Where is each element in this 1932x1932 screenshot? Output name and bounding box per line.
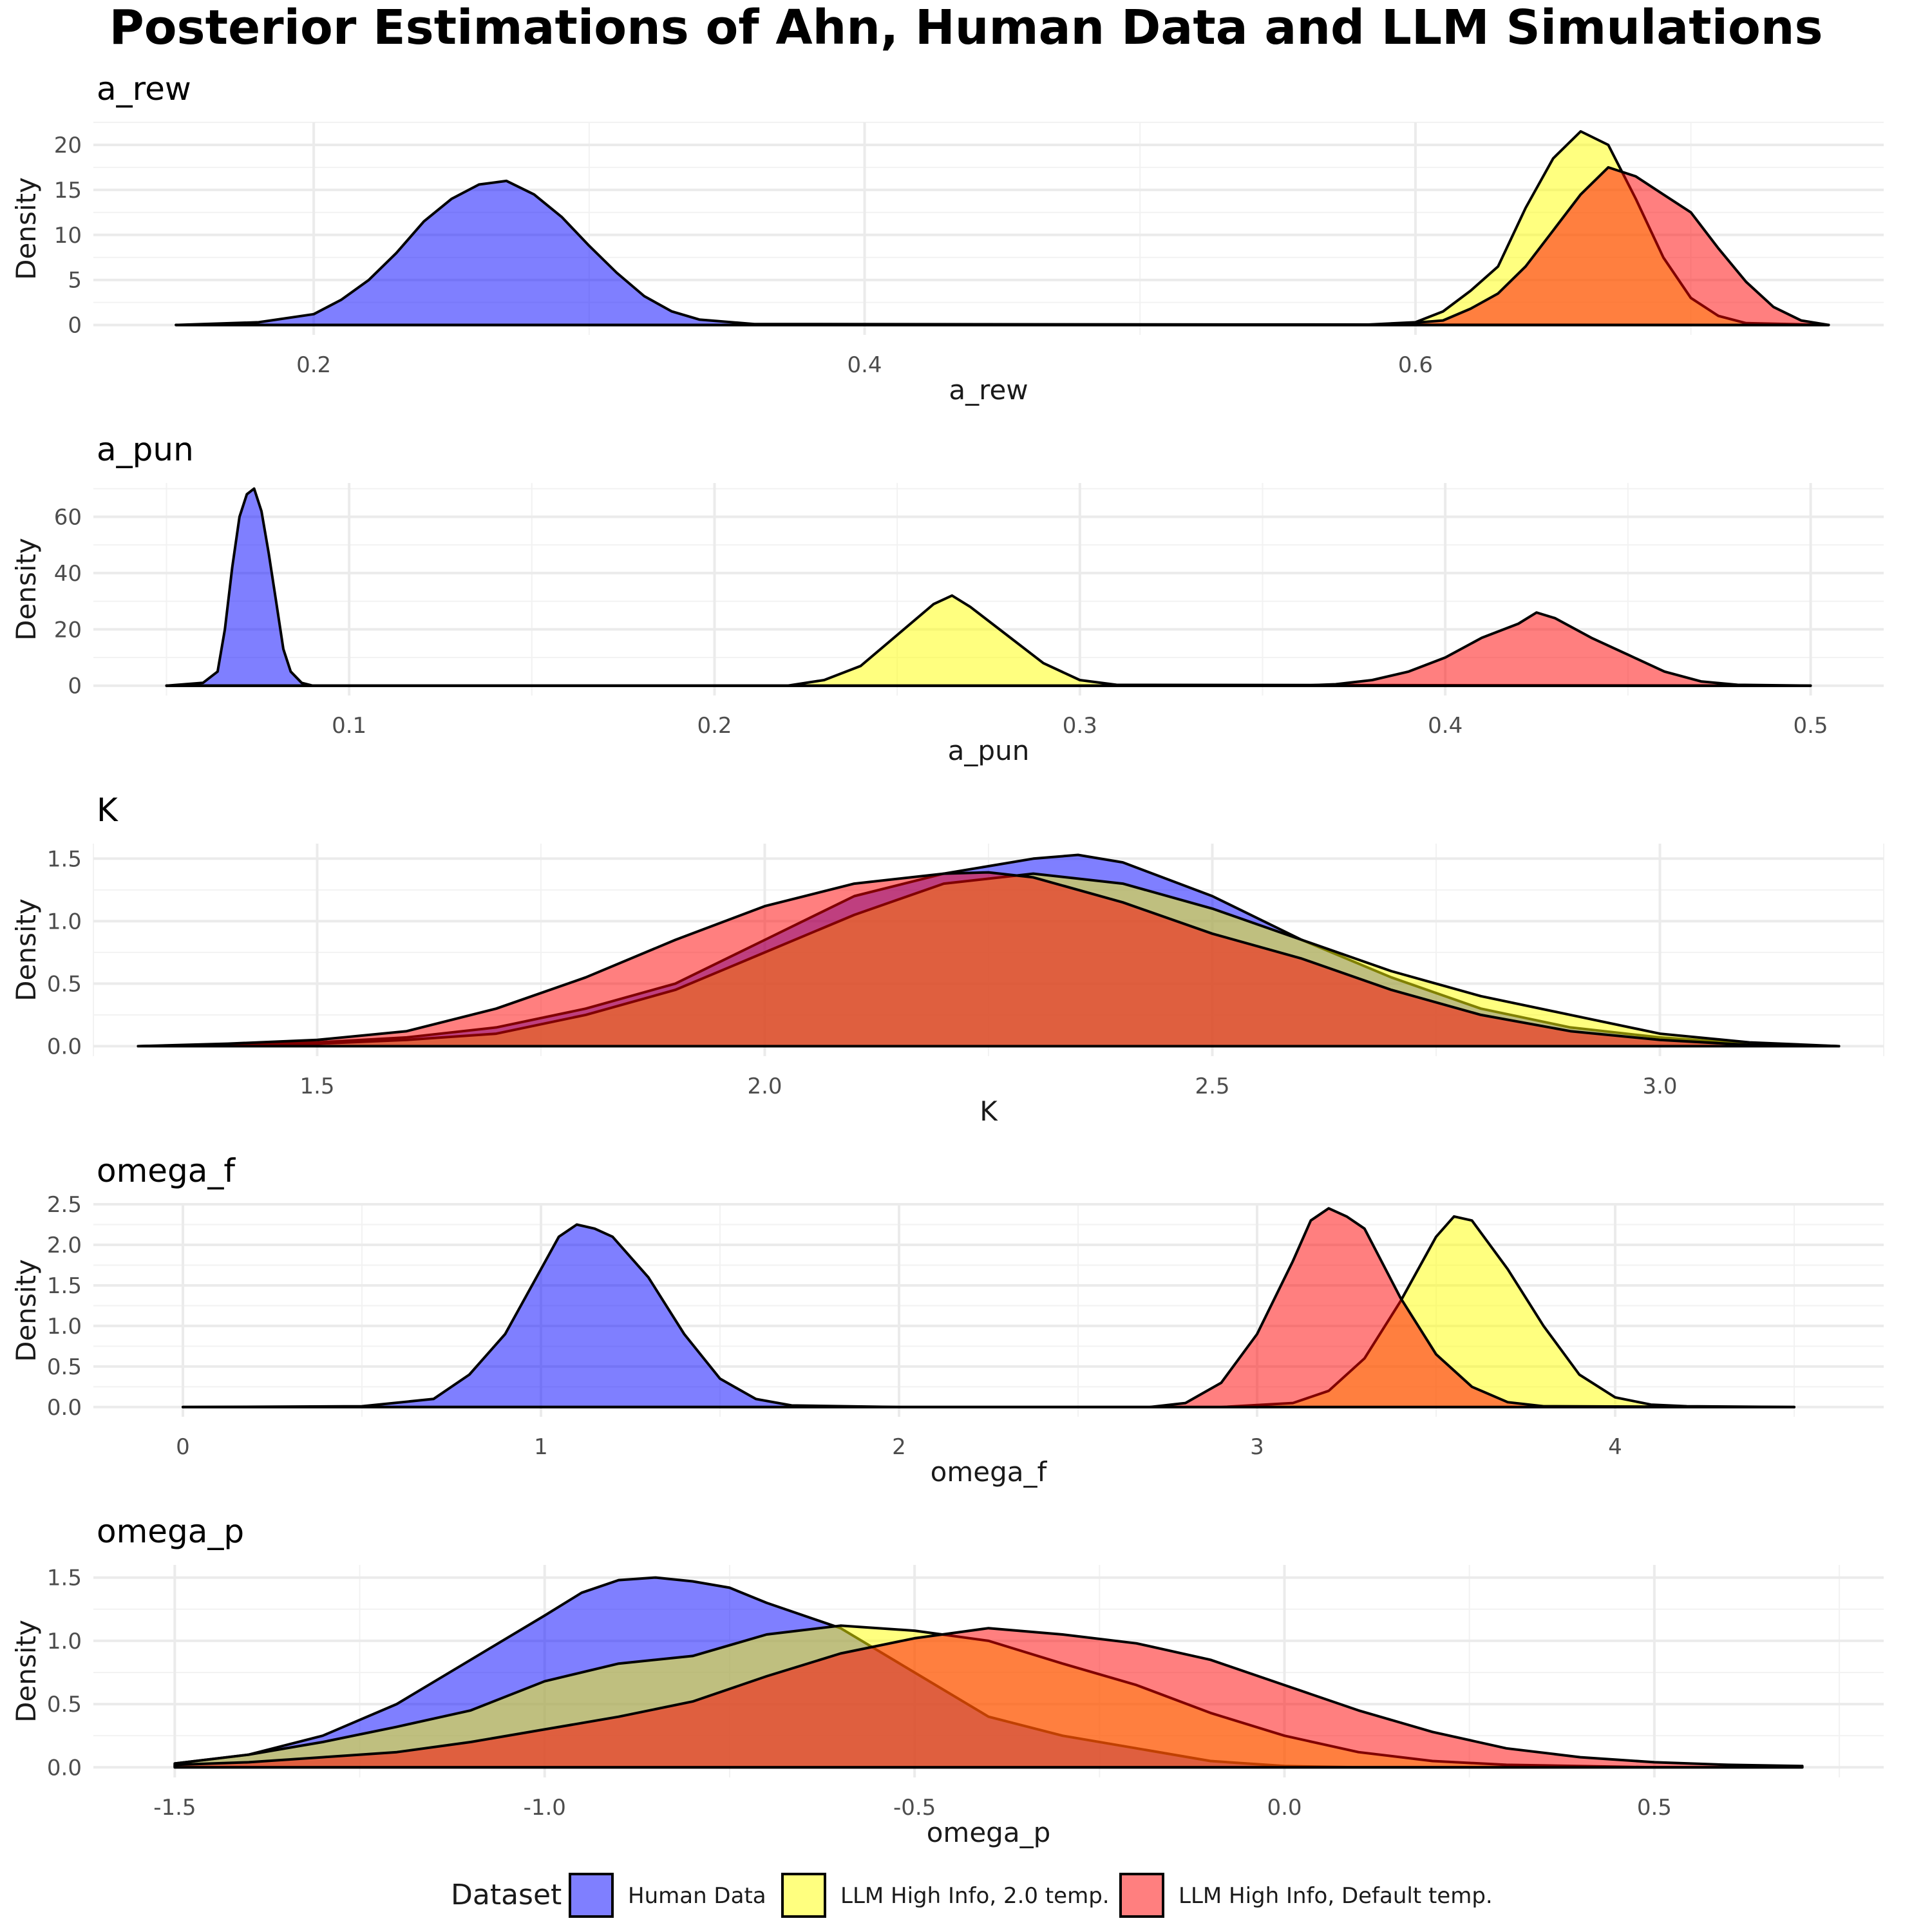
x-tick-label: 0.2 (697, 713, 732, 739)
x-tick-label: 3 (1250, 1434, 1264, 1460)
panel-title: a_pun (97, 431, 194, 468)
panel-title: a_rew (97, 70, 191, 108)
legend-item: Human Data (569, 1873, 766, 1918)
legend-key (1119, 1873, 1164, 1918)
y-axis-label: Density (10, 898, 42, 1001)
x-tick-label: 2 (892, 1434, 906, 1460)
legend-item: LLM High Info, 2.0 temp. (781, 1873, 1110, 1918)
y-tick-label: 0.5 (47, 1692, 82, 1718)
chart-title: Posterior Estimations of Ahn, Human Data… (109, 0, 1823, 55)
legend-label: Human Data (628, 1883, 766, 1909)
y-axis-label: Density (10, 177, 42, 280)
y-tick-label: 1.5 (47, 1566, 82, 1591)
panel-title: omega_p (97, 1513, 244, 1550)
x-axis-label: K (980, 1095, 998, 1127)
y-tick-label: 10 (54, 223, 82, 249)
y-axis-label: Density (10, 1620, 42, 1723)
legend-label: LLM High Info, 2.0 temp. (840, 1883, 1110, 1909)
y-tick-label: 1.0 (47, 1314, 82, 1340)
density-human-data (165, 487, 1812, 687)
x-tick-label: 0.5 (1637, 1795, 1672, 1821)
panel-omega-p: -1.5 -1.0 -0.5 0.0 0.50.00.51.01.5omega_pome… (10, 1513, 1884, 1848)
density-llm-high-info-default-temp (182, 1207, 1795, 1408)
y-tick-label: 0.5 (47, 971, 82, 997)
x-tick-label: -1.5 (153, 1795, 196, 1821)
x-axis-label: omega_f (931, 1456, 1048, 1488)
y-tick-label: 15 (54, 178, 82, 204)
panel-K: 1.5 2.0 2.5 3.0 0.0 0.5 1.0 1.5 K K Density (10, 791, 1884, 1127)
legend-item: LLM High Info, Default temp. (1119, 1873, 1493, 1918)
density-llm-high-info-default-temp (173, 1627, 1804, 1769)
y-tick-label: 1.5 (47, 1273, 82, 1299)
legend-label: LLM High Info, Default temp. (1179, 1883, 1493, 1909)
x-tick-label: 0 (176, 1434, 190, 1460)
density-human-data (175, 179, 1830, 327)
y-tick-label: 1.5 (47, 846, 82, 872)
panel-title: K (97, 791, 118, 829)
y-tick-label: 5 (68, 268, 82, 294)
y-tick-label: 0.0 (47, 1755, 82, 1781)
x-tick-label: 3.0 (1642, 1074, 1677, 1099)
x-tick-label: 0.1 (332, 713, 366, 739)
x-tick-label: 0.4 (847, 352, 882, 378)
x-tick-label: 0.0 (1267, 1795, 1302, 1821)
x-axis-label: a_pun (948, 735, 1030, 766)
density-llm-high-info-default-temp (137, 871, 1841, 1048)
x-axis-label: a_rew (949, 374, 1028, 406)
legend-key (569, 1873, 614, 1918)
y-axis-label: Density (10, 1259, 42, 1362)
y-tick-label: 0.5 (47, 1354, 82, 1380)
x-axis-label: omega_p (927, 1817, 1051, 1848)
y-tick-label: 0.0 (47, 1395, 82, 1421)
x-tick-label: 4 (1608, 1434, 1622, 1460)
x-tick-label: 0.2 (296, 352, 331, 378)
x-tick-label: 0.5 (1793, 713, 1828, 739)
x-tick-label: 2.0 (747, 1074, 782, 1099)
x-tick-label: 0.6 (1398, 352, 1433, 378)
y-tick-label: 2.0 (47, 1233, 82, 1258)
y-tick-label: 1.0 (47, 1629, 82, 1654)
y-tick-label: 0 (68, 313, 82, 339)
y-tick-label: 40 (54, 561, 82, 587)
panel-omega-f: 0 1 2 3 4 0.0 0.5 1.0 1.5 2.0 2.5 omega_f omega_f Den… (10, 1152, 1884, 1488)
y-tick-label: 0.0 (47, 1034, 82, 1059)
panel-title: omega_f (97, 1152, 236, 1189)
legend-title: Dataset (451, 1879, 562, 1911)
y-tick-label: 2.5 (47, 1192, 82, 1218)
x-tick-label: 0.4 (1428, 713, 1463, 739)
x-tick-label: -0.5 (893, 1795, 936, 1821)
y-tick-label: 0 (68, 674, 82, 699)
y-tick-label: 60 (54, 504, 82, 530)
panel-a-pun: 0.1 0.2 0.3 0.4 0.5 0 20 40 60 a_pun a_pun Density (10, 431, 1884, 766)
y-tick-label: 20 (54, 133, 82, 158)
y-tick-label: 1.0 (47, 909, 82, 934)
x-tick-label: -1.0 (524, 1795, 566, 1821)
x-tick-label: 1.5 (299, 1074, 334, 1099)
density-llm-high-info-default-temp (165, 611, 1812, 687)
legend: Dataset Human Data LLM High Info, 2.0 temp… (451, 1873, 1493, 1918)
density-llm-high-info-2-0-temp (165, 594, 1812, 687)
density-llm-high-info-default-temp (175, 166, 1830, 327)
density-human-data (182, 1223, 1795, 1408)
y-tick-label: 20 (54, 617, 82, 643)
panel-a-rew: 0.2 0.4 0.6 0 5 10 15 20 a_rew a_rew Density (10, 70, 1884, 406)
x-tick-label: 1 (534, 1434, 548, 1460)
legend-key (781, 1873, 826, 1918)
x-tick-label: 0.3 (1063, 713, 1097, 739)
y-axis-label: Density (10, 538, 42, 641)
x-tick-label: 2.5 (1195, 1074, 1229, 1099)
